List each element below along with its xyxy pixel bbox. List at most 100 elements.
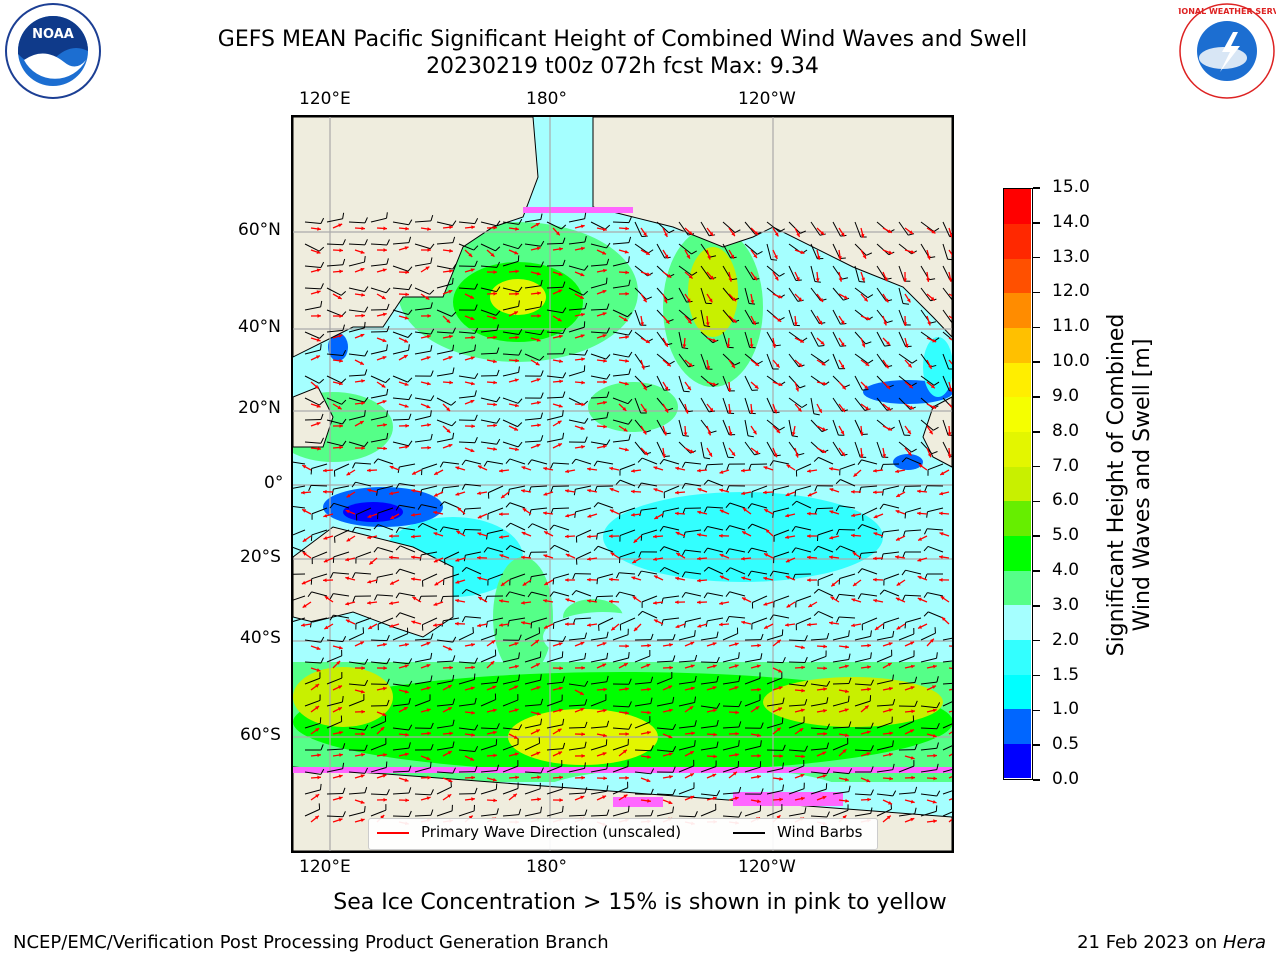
wind-barb [898,243,912,255]
wind-barb-flag [681,483,686,489]
wind-barb-flag [584,699,588,706]
wind-barb-flag [596,578,599,585]
wave-direction-arrowhead [426,334,431,339]
wind-barb-flag [844,384,851,388]
wind-barb [766,809,783,817]
wind-barb-flag [540,674,542,681]
noaa-logo-text: NOAA [32,27,74,42]
wind-barb-flag [351,481,356,488]
wind-barb-flag [320,261,325,268]
wave-direction-arrowhead [709,231,714,236]
wind-barb-flag [473,245,479,251]
wind-barb-flag [870,679,874,686]
wave-direction-arrowhead [404,246,409,250]
wind-barb [942,243,949,260]
wind-barb-flag [408,413,412,420]
wave-direction-arrowhead [785,558,790,563]
wind-barb [707,506,724,509]
wave-direction-arrowhead [360,774,365,778]
wind-barb [700,661,718,664]
wind-barb [656,375,665,391]
wave-direction-arrowhead [543,511,547,516]
wind-barb [355,617,372,624]
colorbar-segment [1004,466,1031,502]
wind-barb [942,419,949,436]
wave-direction-arrowhead [447,685,452,689]
wave-direction-arrowhead [624,381,629,386]
wind-barb [634,397,642,414]
wave-direction-arrowhead [844,708,849,713]
wave-direction-arrowhead [302,465,307,469]
wind-barb-flag [561,805,564,812]
wind-barb [634,655,651,663]
wind-barb [436,350,453,355]
wave-direction-arrowhead [818,320,823,325]
wave-direction-arrowhead [514,642,519,646]
wave-direction-arrowhead [741,620,746,625]
wind-barb [840,479,856,487]
wind-barb-flag [804,699,808,706]
wind-barb-flag [451,421,457,427]
wave-direction-arrowhead [823,731,827,736]
wind-barb [524,632,540,641]
wave-direction-arrowhead [499,599,503,603]
wave-direction-arrowhead [557,317,562,322]
wave-direction-arrowhead [668,734,673,739]
wind-barb [832,771,849,775]
wind-barb-flag [627,312,633,318]
wind-barb [509,591,526,597]
wind-barb [370,743,387,751]
wave-direction-arrowhead [845,799,849,803]
wind-barb [700,681,717,685]
wave-direction-arrowhead [653,488,658,492]
wave-direction-arrow [948,731,952,735]
wave-direction-arrowhead [317,227,321,231]
wind-barb-flag [518,329,523,335]
wind-barb-flag [495,246,501,252]
wind-barb-flag [911,382,917,387]
colorbar-tick-label: 15.0 [1052,177,1090,197]
wind-barb-flag [881,553,884,560]
wind-barb [568,287,584,296]
wave-direction-arrowhead [580,272,585,277]
wind-barb [744,419,749,436]
wind-barb [700,331,714,344]
wave-direction-arrowhead [521,621,525,625]
wave-direction-arrowhead [367,579,372,584]
wind-barb-flag [804,656,808,663]
wave-direction-arrowhead [939,511,943,516]
wave-direction-arrowhead [602,400,607,405]
wave-direction-arrowhead [338,645,343,650]
wind-barb [414,793,432,796]
wave-direction-arrowhead [754,384,759,389]
wave-direction-arrowhead [873,468,877,473]
wind-barb [370,394,387,399]
wind-barb [480,265,497,268]
wind-barb-flag [772,511,774,518]
wind-barb-flag [848,768,853,774]
wave-direction-arrowhead [521,466,526,470]
wind-barb-flag [814,485,818,492]
wind-barb-flag [440,596,444,603]
wave-direction-arrowhead [774,255,778,260]
wind-barb-flag [804,745,808,752]
wind-barb [436,746,453,751]
wind-barb-flag [605,354,611,360]
chart-title: GEFS MEAN Pacific Significant Height of … [217,27,1028,52]
wind-barb-flag [710,430,717,434]
wave-direction-arrowhead [602,795,607,800]
wind-barb [487,547,504,553]
wind-barb [326,701,343,707]
wind-barb-flag [659,526,664,532]
wave-direction-arrowhead [493,380,497,385]
wave-direction-arrowhead [316,646,321,650]
wind-barb [392,727,409,731]
wind-barb [568,241,585,245]
wind-barb [436,265,453,270]
wave-direction-arrowhead [862,254,866,259]
wind-barb [326,441,343,447]
wave-direction-arrowhead [383,423,387,427]
wave-direction-arrowhead [360,333,365,338]
wave-direction-arrowhead [691,731,695,736]
wave-direction-arrowhead [565,489,569,493]
